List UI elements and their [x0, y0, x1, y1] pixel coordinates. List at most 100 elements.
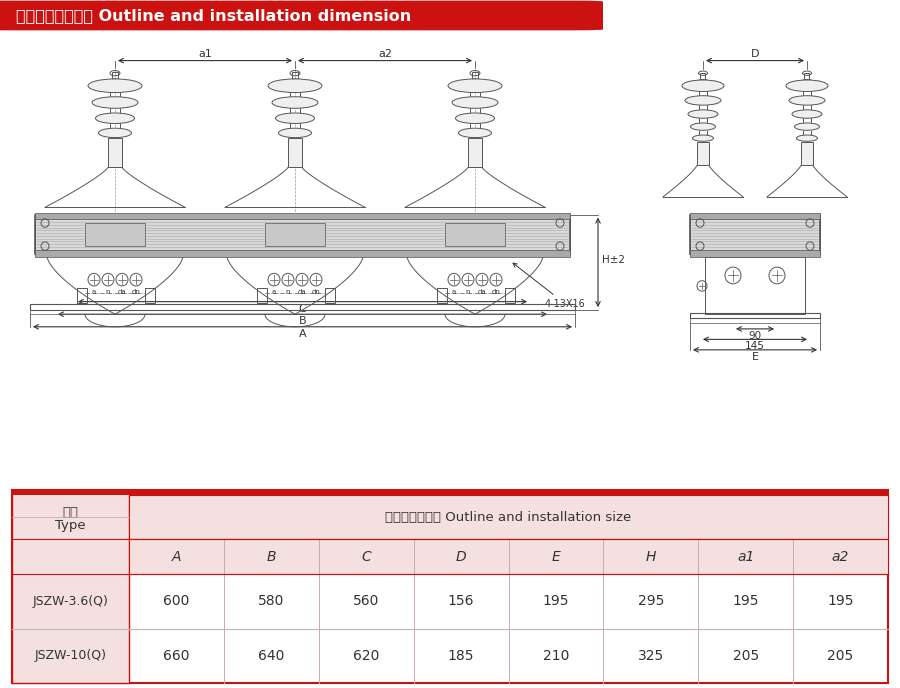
Text: H: H: [645, 550, 656, 564]
Text: dn: dn: [131, 289, 140, 295]
Ellipse shape: [690, 123, 716, 130]
FancyBboxPatch shape: [0, 1, 603, 30]
Text: C: C: [299, 303, 306, 314]
Bar: [697, 142, 709, 165]
Text: 195: 195: [827, 594, 854, 608]
Ellipse shape: [786, 80, 828, 92]
Text: B: B: [299, 316, 306, 326]
Bar: [690, 250, 820, 257]
Ellipse shape: [796, 135, 817, 141]
Bar: [30, 310, 575, 314]
Text: 205: 205: [827, 649, 854, 663]
Ellipse shape: [455, 113, 494, 123]
Bar: [437, 288, 447, 303]
Bar: [801, 142, 813, 165]
Text: 4-13X16: 4-13X16: [513, 263, 586, 309]
Bar: [35, 213, 570, 219]
Bar: [35, 215, 570, 255]
Bar: [690, 215, 820, 255]
Text: 560: 560: [353, 594, 380, 608]
Ellipse shape: [458, 128, 491, 138]
Text: 185: 185: [448, 649, 474, 663]
Ellipse shape: [272, 97, 318, 108]
Bar: [35, 215, 570, 255]
Text: a1: a1: [198, 48, 212, 58]
Text: 620: 620: [353, 649, 380, 663]
Text: 145: 145: [745, 341, 765, 352]
Text: 295: 295: [637, 594, 664, 608]
Bar: [472, 72, 478, 82]
Ellipse shape: [88, 79, 142, 93]
Bar: [129, 495, 888, 539]
Text: H±2: H±2: [602, 255, 625, 266]
Ellipse shape: [98, 128, 131, 138]
Ellipse shape: [795, 123, 820, 130]
Bar: [12, 490, 888, 495]
Bar: [690, 213, 820, 219]
Text: 580: 580: [258, 594, 284, 608]
Text: da: da: [118, 289, 126, 295]
Ellipse shape: [789, 96, 825, 105]
Text: C: C: [361, 550, 371, 564]
Text: D: D: [751, 48, 760, 58]
Text: 156: 156: [448, 594, 474, 608]
Bar: [108, 138, 122, 167]
Ellipse shape: [682, 80, 724, 92]
Text: 型号: 型号: [62, 506, 78, 519]
Text: 210: 210: [543, 649, 569, 663]
Bar: [690, 313, 820, 319]
Ellipse shape: [448, 79, 502, 93]
Text: a2: a2: [378, 48, 392, 58]
Bar: [705, 257, 805, 314]
Text: 205: 205: [733, 649, 759, 663]
Text: dn: dn: [311, 289, 320, 295]
Text: A: A: [299, 329, 306, 339]
Bar: [505, 288, 515, 303]
Bar: [445, 223, 505, 246]
Bar: [804, 73, 809, 82]
Bar: [700, 73, 705, 82]
Bar: [129, 539, 888, 574]
Text: 195: 195: [733, 594, 759, 608]
Text: Type: Type: [55, 519, 86, 532]
Bar: [35, 250, 570, 257]
Text: 640: 640: [258, 649, 284, 663]
Bar: [145, 288, 155, 303]
Text: D: D: [455, 550, 466, 564]
Bar: [12, 490, 129, 683]
Text: 195: 195: [543, 594, 569, 608]
Bar: [325, 288, 335, 303]
Text: 外形及安装尺寸图 Outline and installation dimension: 外形及安装尺寸图 Outline and installation dimens…: [16, 8, 411, 23]
Text: JSZW-3.6(Q): JSZW-3.6(Q): [32, 595, 108, 608]
Ellipse shape: [452, 97, 498, 108]
Bar: [468, 138, 482, 167]
Text: JSZW-10(Q): JSZW-10(Q): [34, 649, 106, 663]
Text: a: a: [272, 289, 276, 295]
Text: da: da: [478, 289, 486, 295]
Bar: [30, 303, 575, 310]
Text: dn: dn: [491, 289, 500, 295]
Bar: [257, 288, 267, 303]
Ellipse shape: [92, 97, 138, 108]
Text: 325: 325: [638, 649, 664, 663]
Ellipse shape: [278, 128, 311, 138]
Ellipse shape: [692, 135, 714, 141]
Text: n: n: [286, 289, 290, 295]
Bar: [690, 215, 820, 255]
Bar: [112, 72, 118, 82]
Bar: [85, 223, 145, 246]
Ellipse shape: [792, 110, 822, 118]
Ellipse shape: [688, 110, 718, 118]
Text: 外形及安装尺寸 Outline and installation size: 外形及安装尺寸 Outline and installation size: [385, 510, 632, 524]
Text: A: A: [172, 550, 181, 564]
Bar: [77, 288, 87, 303]
Text: a: a: [452, 289, 456, 295]
Text: 660: 660: [163, 649, 190, 663]
Ellipse shape: [95, 113, 134, 123]
Text: a1: a1: [737, 550, 754, 564]
Bar: [690, 319, 820, 323]
Text: 90: 90: [749, 331, 761, 341]
Bar: [288, 138, 302, 167]
Bar: [292, 72, 298, 82]
Ellipse shape: [275, 113, 314, 123]
